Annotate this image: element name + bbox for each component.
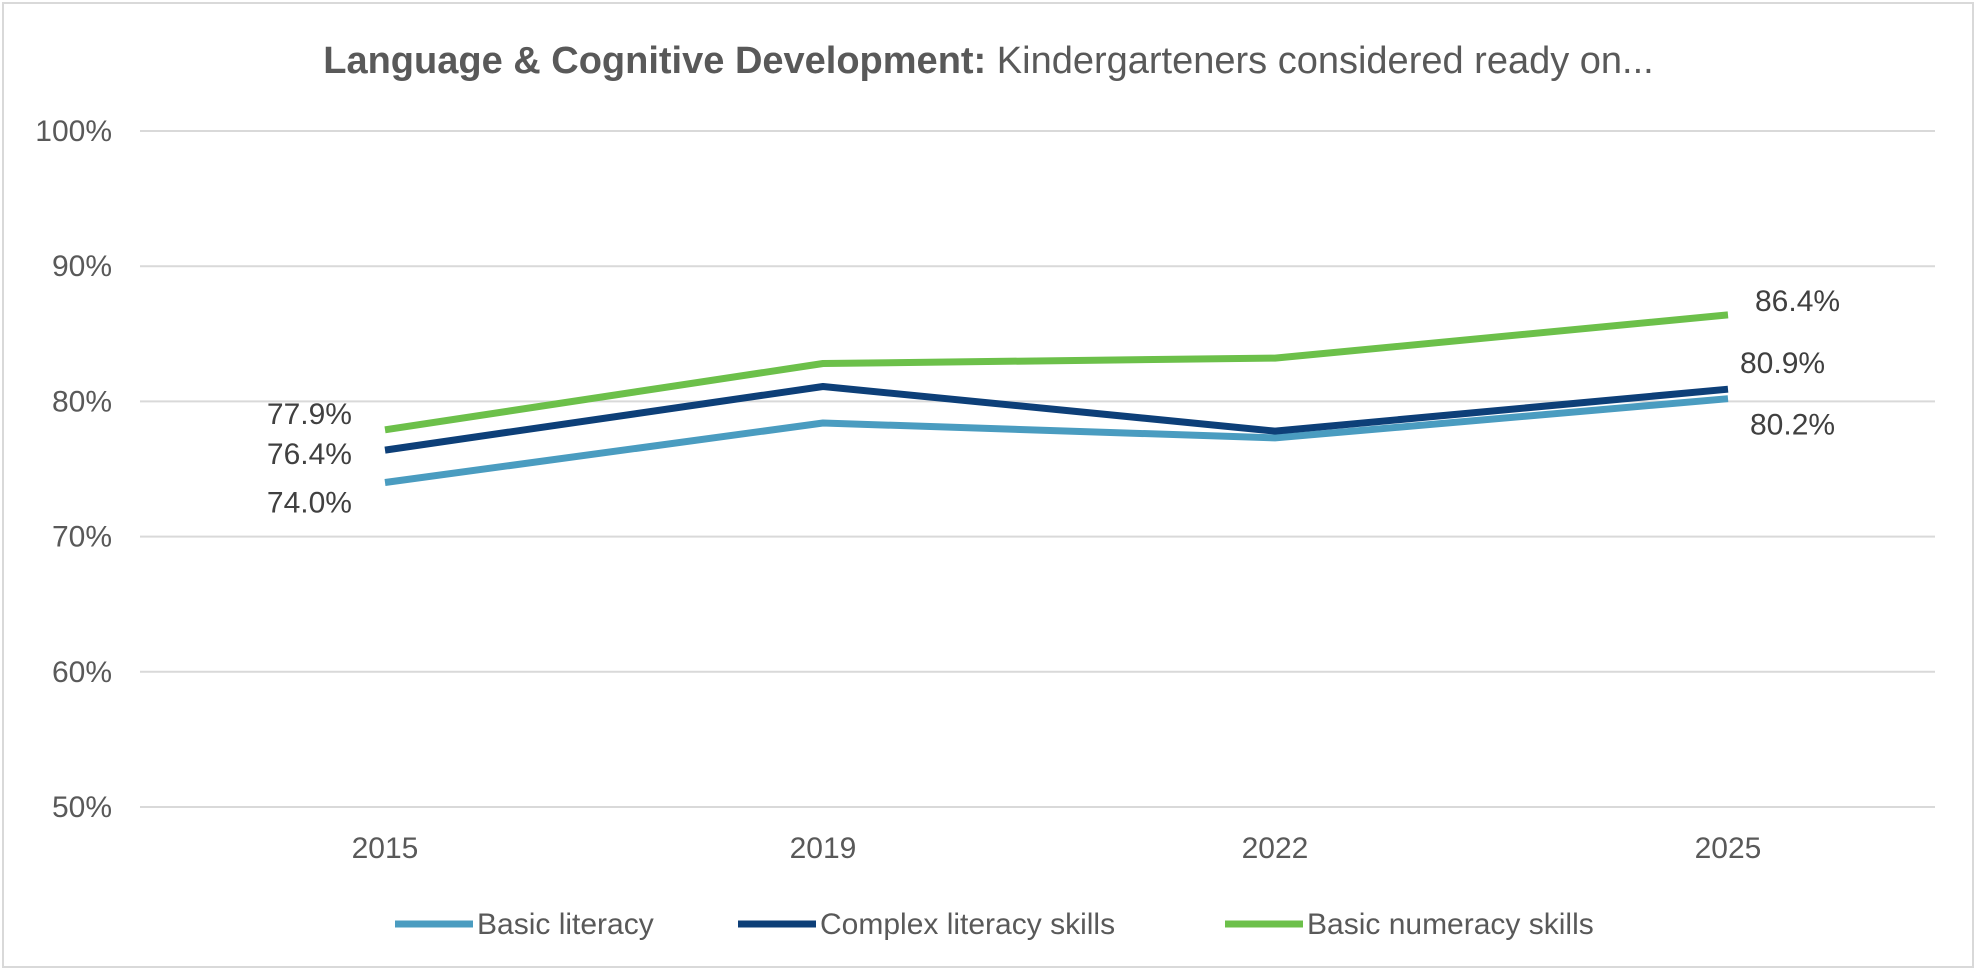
data-labels: 74.0% 80.2% 76.4% 80.9% 77.9% 86.4% xyxy=(267,285,1840,520)
data-label: 80.2% xyxy=(1750,409,1835,442)
chart-title-bold: Language & Cognitive Development: xyxy=(323,40,987,82)
legend: Basic literacy Complex literacy skills Bas… xyxy=(395,908,1594,941)
y-tick-label: 50% xyxy=(52,791,112,824)
x-tick-label: 2022 xyxy=(1242,832,1309,865)
data-label: 74.0% xyxy=(267,487,352,520)
data-label: 77.9% xyxy=(267,398,352,431)
y-axis-tick-labels: 50% 60% 70% 80% 90% 100% xyxy=(35,115,112,824)
x-axis-tick-labels: 2015 2019 2022 2025 xyxy=(352,832,1762,865)
y-tick-label: 60% xyxy=(52,656,112,689)
legend-label: Basic literacy xyxy=(477,908,654,941)
x-tick-label: 2025 xyxy=(1695,832,1762,865)
data-label: 76.4% xyxy=(267,438,352,471)
data-label: 80.9% xyxy=(1740,347,1825,380)
y-tick-label: 100% xyxy=(35,115,112,148)
data-label: 86.4% xyxy=(1755,285,1840,318)
series-lines xyxy=(384,311,1729,486)
series-line-0 xyxy=(384,395,1729,486)
legend-label: Basic numeracy skills xyxy=(1307,908,1594,941)
y-tick-label: 80% xyxy=(52,385,112,418)
grid-lines xyxy=(140,130,1935,808)
x-tick-label: 2019 xyxy=(790,832,857,865)
legend-label: Complex literacy skills xyxy=(820,908,1115,941)
series-line-2 xyxy=(384,311,1729,434)
x-tick-label: 2015 xyxy=(352,832,419,865)
chart-title-rest: Kindergarteners considered ready on... xyxy=(986,40,1654,82)
y-tick-label: 90% xyxy=(52,250,112,283)
chart-title: Language & Cognitive Development: Kinder… xyxy=(0,40,1977,83)
y-tick-label: 70% xyxy=(52,521,112,554)
series-line-1 xyxy=(384,383,1729,454)
